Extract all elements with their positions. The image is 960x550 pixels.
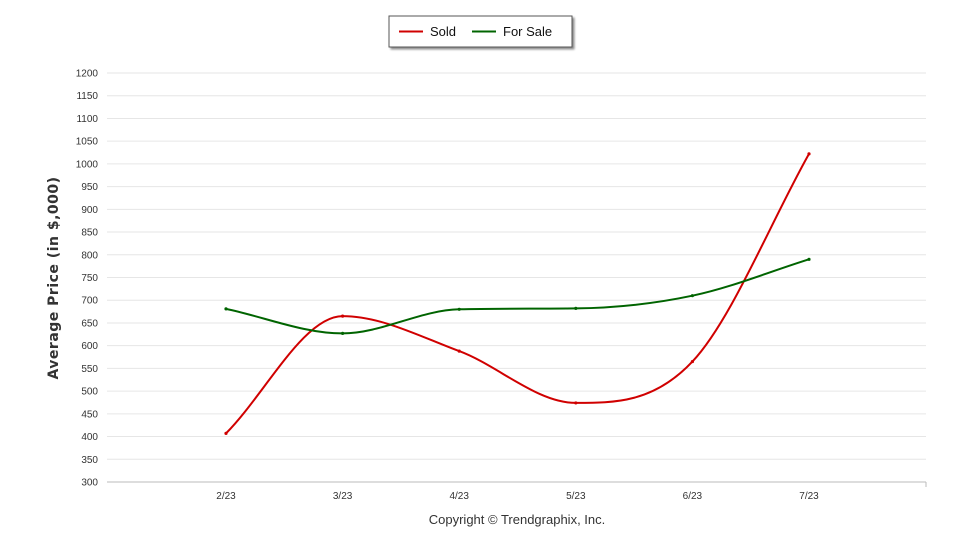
data-point-for-sale: [457, 307, 461, 311]
data-point-for-sale: [574, 306, 578, 311]
y-tick-label: 750: [81, 273, 98, 284]
gridlines: [107, 72, 926, 460]
y-tick-label: 800: [81, 250, 98, 261]
x-axis: 2/23 3/23 4/23 5/23 6/23 7/23: [107, 481, 927, 502]
data-point-for-sale: [224, 307, 228, 311]
y-tick-label: 350: [81, 455, 98, 466]
data-point-sold: [807, 152, 811, 156]
x-tick-label: 2/23: [216, 491, 236, 502]
y-tick-label: 450: [81, 409, 98, 420]
y-tick-label: 650: [81, 318, 98, 329]
y-axis-ticks: 300 350 400 450 500 550 600 650 700 750 800 850 900 9…: [76, 69, 99, 489]
y-axis-label: Average Price (in $,000): [46, 176, 62, 379]
data-point-sold: [690, 359, 695, 364]
y-tick-label: 1200: [76, 69, 99, 80]
data-point-for-sale: [690, 294, 695, 298]
series-line-sold: [225, 152, 810, 435]
y-tick-label: 550: [81, 364, 98, 375]
x-tick-label: 5/23: [566, 491, 586, 502]
y-tick-label: 900: [81, 205, 98, 216]
y-tick-label: 1000: [76, 159, 99, 170]
y-tick-label: 300: [81, 478, 98, 489]
y-tick-label: 700: [81, 296, 98, 307]
series-lines: [224, 152, 811, 435]
legend-label-for-sale: For Sale: [503, 24, 552, 39]
y-tick-label: 950: [81, 182, 98, 193]
x-tick-label: 4/23: [449, 491, 469, 502]
y-tick-label: 850: [81, 228, 98, 239]
data-point-sold: [341, 314, 345, 318]
y-tick-label: 1050: [76, 137, 99, 148]
series-line-for-sale: [225, 258, 810, 335]
legend: Sold For Sale: [388, 15, 573, 48]
data-point-sold: [457, 349, 461, 353]
x-tick-label: 3/23: [333, 491, 353, 502]
data-point-sold: [224, 431, 228, 435]
copyright-credit: Copyright © Trendgraphix, Inc.: [429, 512, 606, 527]
y-tick-label: 1150: [76, 91, 98, 102]
data-point-for-sale: [807, 257, 811, 261]
legend-label-sold: Sold: [430, 24, 456, 39]
y-tick-label: 400: [81, 432, 98, 443]
data-point-for-sale: [341, 331, 345, 335]
y-tick-label: 500: [81, 387, 98, 398]
y-tick-label: 600: [81, 341, 98, 352]
x-tick-label: 7/23: [799, 491, 819, 502]
x-tick-label: 6/23: [683, 491, 703, 502]
y-tick-label: 1100: [76, 114, 98, 125]
data-point-sold: [574, 401, 578, 405]
